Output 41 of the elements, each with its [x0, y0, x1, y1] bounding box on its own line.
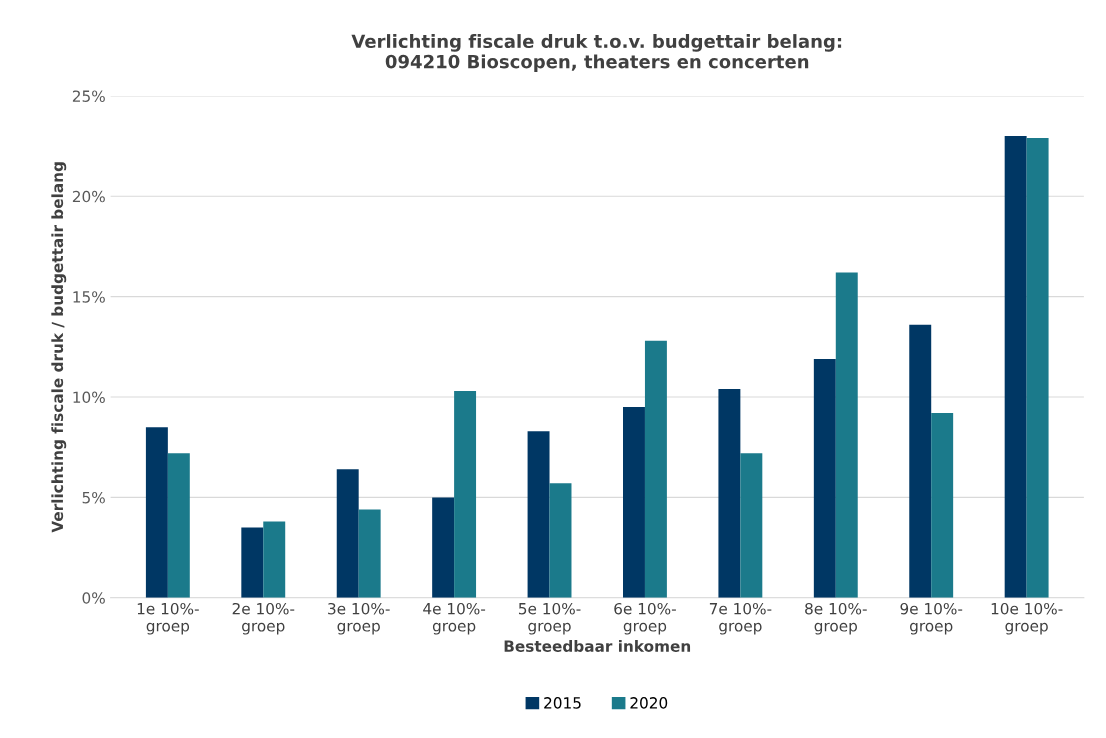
x-tick-label: 10e 10%- groep — [991, 602, 1063, 635]
y-axis-title: Verlichting fiscale druk / budgettair belang — [51, 162, 67, 533]
x-tick-label: 7e 10%- groep — [709, 602, 772, 635]
y-tick-label: 25% — [72, 90, 105, 102]
y-tick-label: 10% — [73, 391, 105, 404]
bar — [549, 483, 572, 598]
bar — [145, 427, 168, 598]
bar — [527, 431, 550, 598]
bar — [358, 509, 381, 598]
bar — [813, 358, 836, 598]
bar — [432, 497, 455, 598]
bar — [835, 272, 858, 598]
x-axis-title: Besteedbaar inkomen — [504, 640, 691, 652]
bar — [623, 407, 645, 598]
y-tick-label: 20% — [72, 190, 105, 203]
y-tick-label: 15% — [73, 291, 105, 303]
chart-title: Verlichting fiscale druk t.o.v. budgettair belang: 094210 Bioscopen, theaters en concerten — [351, 34, 842, 72]
bar — [336, 469, 359, 598]
bar — [1004, 136, 1027, 598]
x-tick-label: 5e 10%- groep — [518, 602, 581, 635]
x-tick-label: 9e 10%- groep — [900, 602, 963, 635]
x-tick-label: 2e 10%- groep — [232, 602, 295, 635]
bar — [644, 340, 667, 598]
bar — [167, 453, 190, 598]
x-tick-label: 3e 10%- groep — [328, 602, 390, 635]
bar — [931, 413, 954, 598]
legend-label: 2020 — [630, 697, 668, 709]
bar — [263, 521, 286, 598]
bar — [718, 389, 741, 598]
bar — [740, 453, 763, 598]
x-tick-label: 8e 10%- groep — [805, 602, 867, 635]
x-tick-label: 1e 10%- groep — [137, 602, 199, 635]
bar — [241, 527, 264, 598]
y-tick-label: 5% — [82, 491, 105, 504]
bar — [454, 391, 477, 598]
x-tick-label: 4e 10%- groep — [423, 602, 486, 635]
y-tick-label: 0% — [82, 592, 105, 604]
legend-label: 2015 — [544, 697, 581, 709]
bar — [1026, 138, 1049, 598]
bar — [909, 324, 932, 598]
x-tick-label: 6e 10%- groep — [614, 602, 676, 635]
